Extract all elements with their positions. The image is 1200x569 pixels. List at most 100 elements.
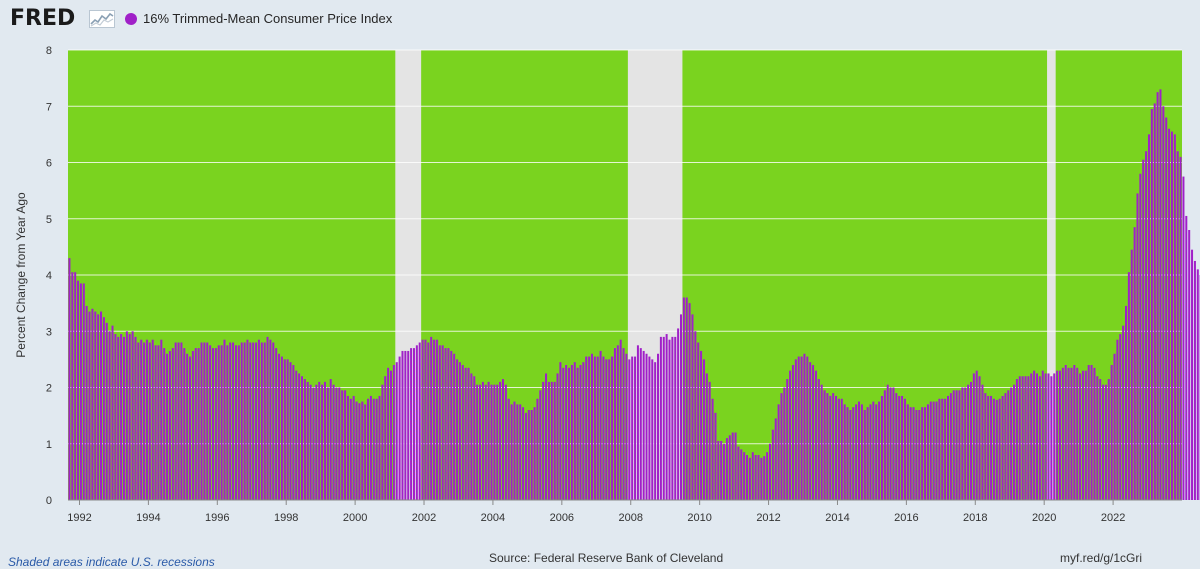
- bar: [1099, 379, 1101, 500]
- x-tick-label: 2020: [1032, 512, 1056, 524]
- bar: [163, 348, 165, 500]
- bar: [1096, 376, 1098, 500]
- bar: [792, 365, 794, 500]
- bar: [646, 354, 648, 500]
- bar: [694, 331, 696, 500]
- bar: [155, 345, 157, 500]
- bar: [120, 334, 122, 500]
- bar: [623, 348, 625, 500]
- bar: [1136, 193, 1138, 500]
- bar: [999, 399, 1001, 500]
- bar: [137, 343, 139, 501]
- bar: [157, 345, 159, 500]
- bar: [83, 283, 85, 500]
- bar: [1070, 368, 1072, 500]
- bar: [847, 407, 849, 500]
- bar: [1068, 368, 1070, 500]
- bar: [849, 410, 851, 500]
- bar: [614, 348, 616, 500]
- bar: [551, 382, 553, 500]
- bar: [379, 396, 381, 500]
- bar: [930, 402, 932, 500]
- bar: [668, 340, 670, 500]
- bar: [981, 385, 983, 500]
- bar: [330, 379, 332, 500]
- bar: [844, 404, 846, 500]
- bar: [605, 359, 607, 500]
- bar: [717, 441, 719, 500]
- bar: [778, 404, 780, 500]
- bar: [525, 413, 527, 500]
- bar: [1191, 250, 1193, 500]
- bar: [292, 365, 294, 500]
- bar: [841, 399, 843, 500]
- bar: [766, 452, 768, 500]
- short-link[interactable]: myf.red/g/1cGri: [1060, 551, 1142, 565]
- bar: [1177, 151, 1179, 500]
- bar: [393, 365, 395, 500]
- bar: [577, 368, 579, 500]
- bar: [904, 399, 906, 500]
- bar: [519, 404, 521, 500]
- bar: [1174, 134, 1176, 500]
- bar: [536, 399, 538, 500]
- bar: [1122, 326, 1124, 500]
- bar: [479, 385, 481, 500]
- bar: [1065, 365, 1067, 500]
- bar: [821, 385, 823, 500]
- bar: [206, 343, 208, 501]
- bar: [864, 410, 866, 500]
- bar: [869, 404, 871, 500]
- bar: [77, 281, 79, 500]
- bar: [732, 433, 734, 501]
- bar: [608, 359, 610, 500]
- bar: [861, 404, 863, 500]
- bar: [192, 351, 194, 500]
- bar: [617, 345, 619, 500]
- bar: [1022, 376, 1024, 500]
- bar: [312, 388, 314, 501]
- bar: [407, 351, 409, 500]
- bar: [579, 365, 581, 500]
- bar: [703, 359, 705, 500]
- bar: [338, 388, 340, 501]
- bar: [203, 343, 205, 501]
- bar: [490, 385, 492, 500]
- bar: [890, 388, 892, 501]
- bar: [258, 340, 260, 500]
- x-tick-label: 1994: [136, 512, 160, 524]
- bar: [1033, 371, 1035, 500]
- bar: [183, 348, 185, 500]
- bar: [1039, 376, 1041, 500]
- bar: [1114, 354, 1116, 500]
- bar: [554, 382, 556, 500]
- bar: [468, 368, 470, 500]
- bar: [1079, 373, 1081, 500]
- bar: [574, 362, 576, 500]
- bar: [103, 317, 105, 500]
- bar: [511, 404, 513, 500]
- bar: [993, 399, 995, 500]
- bar: [335, 388, 337, 501]
- bar: [818, 379, 820, 500]
- bar: [1102, 385, 1104, 500]
- bar: [318, 382, 320, 500]
- bar: [123, 337, 125, 500]
- bar: [269, 340, 271, 500]
- bar: [907, 404, 909, 500]
- bar: [482, 382, 484, 500]
- x-tick-label: 1996: [205, 512, 229, 524]
- bar: [996, 400, 998, 500]
- bar: [172, 348, 174, 500]
- bar: [1088, 365, 1090, 500]
- bar: [152, 340, 154, 500]
- bar: [591, 354, 593, 500]
- bar: [126, 331, 128, 500]
- bar: [264, 343, 266, 501]
- bar: [746, 455, 748, 500]
- bar: [356, 402, 358, 500]
- bar: [852, 407, 854, 500]
- bar: [272, 343, 274, 501]
- x-tick-label: 2016: [894, 512, 918, 524]
- bar: [749, 458, 751, 500]
